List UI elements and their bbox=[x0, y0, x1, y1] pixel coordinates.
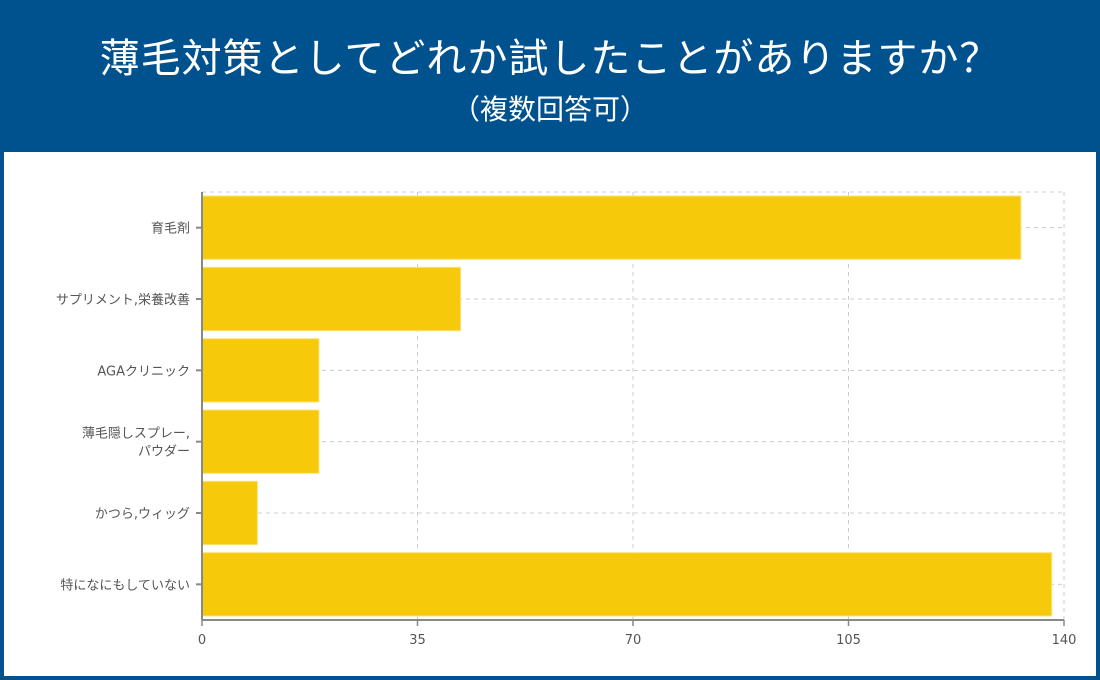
header: 薄毛対策としてどれか試したことがありますか？ （複数回答可） bbox=[0, 0, 1100, 152]
x-tick-label: 140 bbox=[1052, 633, 1077, 648]
page-subtitle: （複数回答可） bbox=[451, 93, 648, 126]
bar-1 bbox=[201, 266, 462, 332]
x-tick-label: 35 bbox=[409, 633, 426, 648]
category-label: 薄毛隠しスプレー,パウダー bbox=[82, 427, 190, 460]
x-tick-label: 0 bbox=[198, 633, 206, 648]
x-tick-label: 70 bbox=[625, 633, 642, 648]
category-label: AGAクリニック bbox=[97, 364, 190, 379]
bar-0 bbox=[201, 195, 1022, 260]
bar-4 bbox=[201, 480, 258, 546]
category-label: 育毛剤 bbox=[151, 221, 190, 237]
page-title: 薄毛対策としてどれか試したことがありますか？ bbox=[99, 36, 1001, 82]
bar-2 bbox=[201, 338, 320, 403]
category-label: 特になにもしていない bbox=[60, 578, 190, 593]
category-label: かつら,ウィッグ bbox=[95, 507, 190, 522]
category-label: サプリメント,栄養改善 bbox=[56, 292, 190, 308]
bar-3 bbox=[201, 409, 320, 474]
bar-5 bbox=[201, 552, 1053, 617]
x-tick-label: 105 bbox=[836, 633, 861, 648]
